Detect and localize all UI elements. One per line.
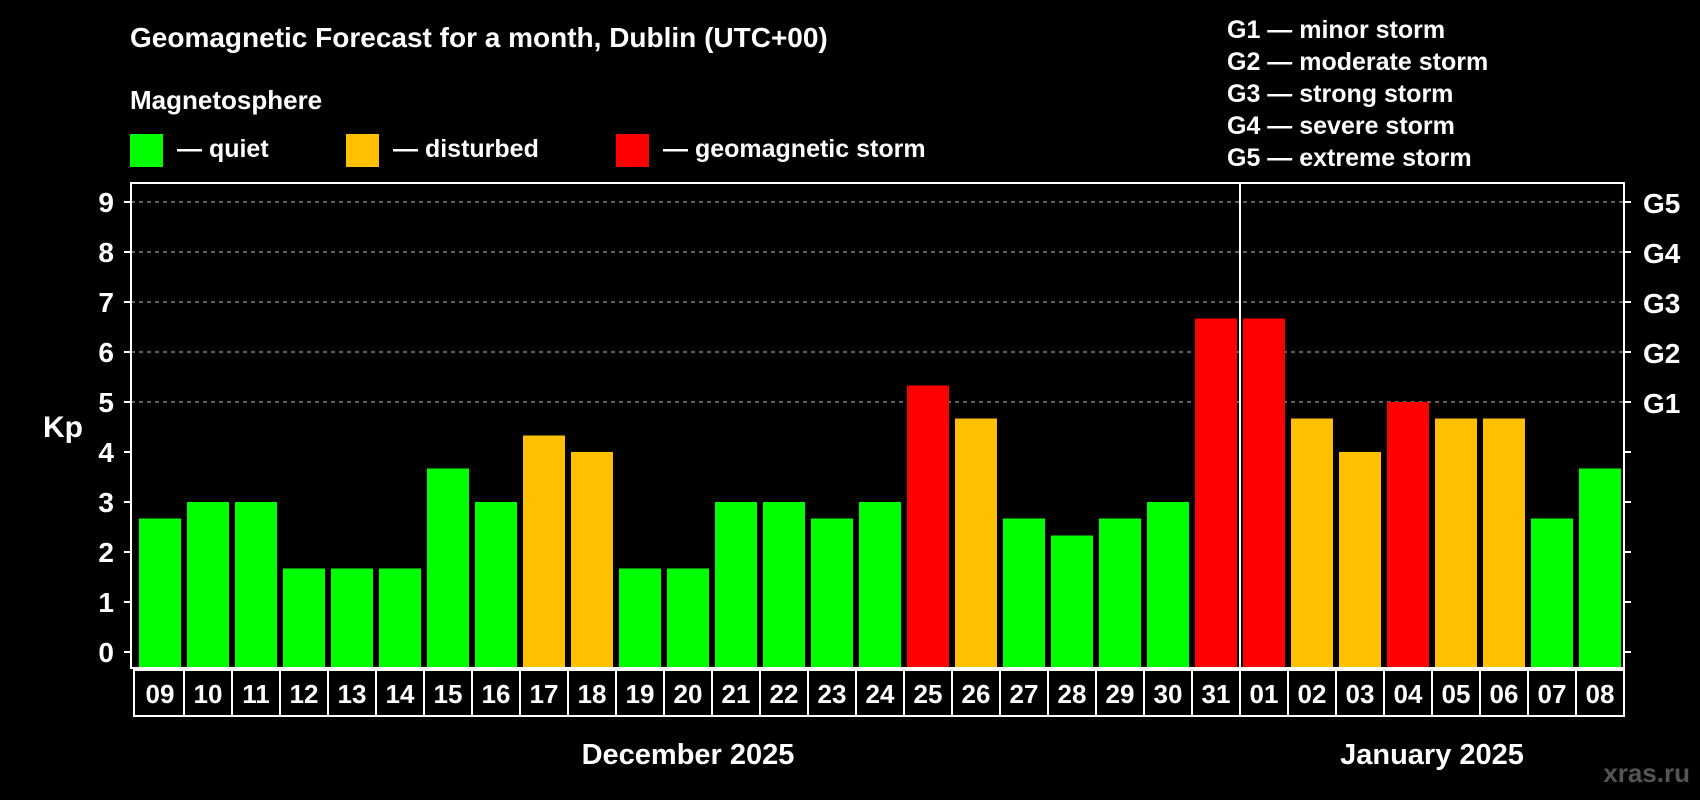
x-tick-label-04: 04	[1394, 679, 1423, 709]
bar-02	[1291, 418, 1333, 667]
y-tick-label: 7	[98, 287, 114, 318]
x-tick-label-03: 03	[1346, 679, 1375, 709]
y-axis-label: Kp	[43, 411, 83, 444]
legend-swatch-quiet	[130, 134, 163, 167]
right-tick-label-g2: G2	[1643, 338, 1680, 369]
y-tick-label: 9	[98, 187, 114, 218]
bar-28	[1051, 535, 1093, 667]
right-tick-label-g1: G1	[1643, 388, 1680, 419]
y-tick-label: 1	[98, 587, 114, 618]
x-tick-label-20: 20	[674, 679, 703, 709]
storm-scale-g4: G4 — severe storm	[1227, 112, 1455, 140]
storm-scale-g5: G5 — extreme storm	[1227, 144, 1472, 172]
legend-label-disturbed: — disturbed	[393, 135, 539, 163]
bar-29	[1099, 518, 1141, 667]
x-tick-label-30: 30	[1154, 679, 1183, 709]
x-tick-label-26: 26	[962, 679, 991, 709]
right-tick-label-g5: G5	[1643, 188, 1680, 219]
x-tick-label-08: 08	[1586, 679, 1615, 709]
bar-12	[283, 568, 325, 667]
y-tick-label: 0	[98, 637, 114, 668]
legend-label-quiet: — quiet	[177, 135, 269, 163]
bar-16	[475, 502, 517, 667]
storm-scale-g1: G1 — minor storm	[1227, 16, 1445, 44]
bar-30	[1147, 502, 1189, 667]
bar-20	[667, 568, 709, 667]
legend-swatch-storm	[616, 134, 649, 167]
bar-03	[1339, 452, 1381, 667]
y-tick-label: 8	[98, 237, 114, 268]
x-tick-label-23: 23	[818, 679, 847, 709]
x-tick-label-09: 09	[146, 679, 175, 709]
bar-07	[1531, 518, 1573, 667]
x-tick-label-17: 17	[530, 679, 559, 709]
bar-24	[859, 502, 901, 667]
bar-18	[571, 452, 613, 667]
watermark: xras.ru	[1603, 758, 1690, 788]
x-tick-label-10: 10	[194, 679, 223, 709]
bar-15	[427, 468, 469, 667]
x-tick-label-29: 29	[1106, 679, 1135, 709]
x-tick-label-06: 06	[1490, 679, 1519, 709]
right-tick-label-g4: G4	[1643, 238, 1681, 269]
legend-swatch-disturbed	[346, 134, 379, 167]
legend-title: Magnetosphere	[130, 85, 322, 115]
bar-17	[523, 435, 565, 667]
x-tick-label-01: 01	[1250, 679, 1279, 709]
x-tick-label-24: 24	[866, 679, 895, 709]
x-tick-label-31: 31	[1202, 679, 1231, 709]
bar-31	[1195, 318, 1237, 667]
bar-05	[1435, 418, 1477, 667]
x-tick-label-02: 02	[1298, 679, 1327, 709]
plot-frame	[130, 182, 1625, 669]
y-tick-label: 4	[98, 437, 114, 468]
y-tick-label: 5	[98, 387, 114, 418]
chart-title: Geomagnetic Forecast for a month, Dublin…	[130, 22, 828, 53]
x-tick-label-12: 12	[290, 679, 319, 709]
bar-22	[763, 502, 805, 667]
bar-11	[235, 502, 277, 667]
bar-13	[331, 568, 373, 667]
bar-06	[1483, 418, 1525, 667]
bar-21	[715, 502, 757, 667]
bar-23	[811, 518, 853, 667]
x-tick-label-11: 11	[242, 679, 270, 709]
x-tick-label-07: 07	[1538, 679, 1567, 709]
bar-09	[139, 518, 181, 667]
y-tick-label: 6	[98, 337, 114, 368]
x-tick-label-16: 16	[482, 679, 511, 709]
x-tick-label-14: 14	[386, 679, 415, 709]
x-tick-label-19: 19	[626, 679, 655, 709]
bar-26	[955, 418, 997, 667]
x-tick-label-28: 28	[1058, 679, 1087, 709]
month-label-december: December 2025	[582, 739, 795, 771]
y-tick-label: 3	[98, 487, 114, 518]
bar-19	[619, 568, 661, 667]
x-tick-label-22: 22	[770, 679, 799, 709]
y-tick-label: 2	[98, 537, 114, 568]
x-tick-label-13: 13	[338, 679, 367, 709]
storm-scale-g2: G2 — moderate storm	[1227, 48, 1488, 76]
x-tick-label-21: 21	[722, 679, 751, 709]
bar-25	[907, 385, 949, 667]
x-tick-label-25: 25	[914, 679, 943, 709]
x-tick-label-18: 18	[578, 679, 607, 709]
x-tick-label-27: 27	[1010, 679, 1039, 709]
bar-08	[1579, 468, 1621, 667]
month-label-january: January 2025	[1340, 739, 1524, 771]
bar-04	[1387, 402, 1429, 667]
x-tick-label-05: 05	[1442, 679, 1471, 709]
legend-label-storm: — geomagnetic storm	[663, 135, 926, 163]
bar-27	[1003, 518, 1045, 667]
x-axis-frame	[133, 669, 1625, 717]
bar-10	[187, 502, 229, 667]
right-tick-label-g3: G3	[1643, 288, 1680, 319]
bar-14	[379, 568, 421, 667]
x-tick-label-15: 15	[434, 679, 463, 709]
bar-01	[1243, 318, 1285, 667]
storm-scale-g3: G3 — strong storm	[1227, 80, 1453, 108]
